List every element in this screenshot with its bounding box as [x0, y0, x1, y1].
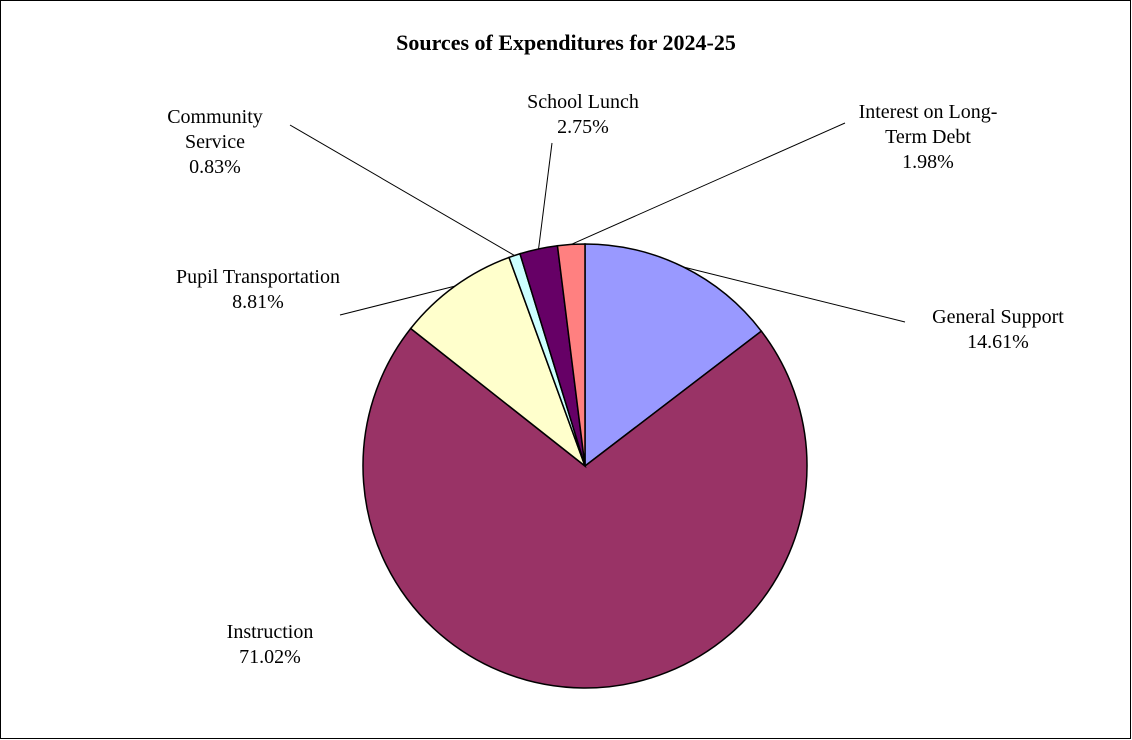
leader-line	[683, 266, 906, 323]
leader-line	[339, 285, 456, 316]
value-label: 0.83%	[189, 156, 241, 178]
leader-line	[289, 124, 515, 256]
data-label: Pupil Transportation 8.81%	[168, 265, 348, 315]
leader-line	[538, 142, 553, 249]
category-label: Community Service	[167, 106, 263, 153]
data-label: Instruction 71.02%	[170, 620, 370, 670]
category-label: School Lunch	[527, 91, 639, 113]
pie-slice	[362, 327, 808, 689]
data-label: General Support 14.61%	[898, 305, 1098, 355]
pie-slice	[584, 243, 763, 468]
leader-line	[570, 122, 846, 245]
data-label: Interest on Long-Term Debt 1.98%	[838, 100, 1018, 175]
category-label: Instruction	[226, 621, 314, 643]
value-label: 8.81%	[232, 291, 284, 313]
data-label: School Lunch 2.75%	[513, 90, 653, 140]
pie-slice	[409, 256, 587, 469]
value-label: 2.75%	[557, 116, 609, 138]
chart-title: Sources of Expenditures for 2024-25	[396, 30, 736, 55]
value-label: 14.61%	[967, 331, 1029, 353]
value-label: 71.02%	[239, 646, 301, 668]
data-label: Community Service 0.83%	[155, 105, 275, 180]
category-label: Pupil Transportation	[176, 266, 340, 288]
category-label: Interest on Long-Term Debt	[858, 101, 998, 148]
category-label: General Support	[932, 306, 1064, 328]
value-label: 1.98%	[902, 151, 954, 173]
